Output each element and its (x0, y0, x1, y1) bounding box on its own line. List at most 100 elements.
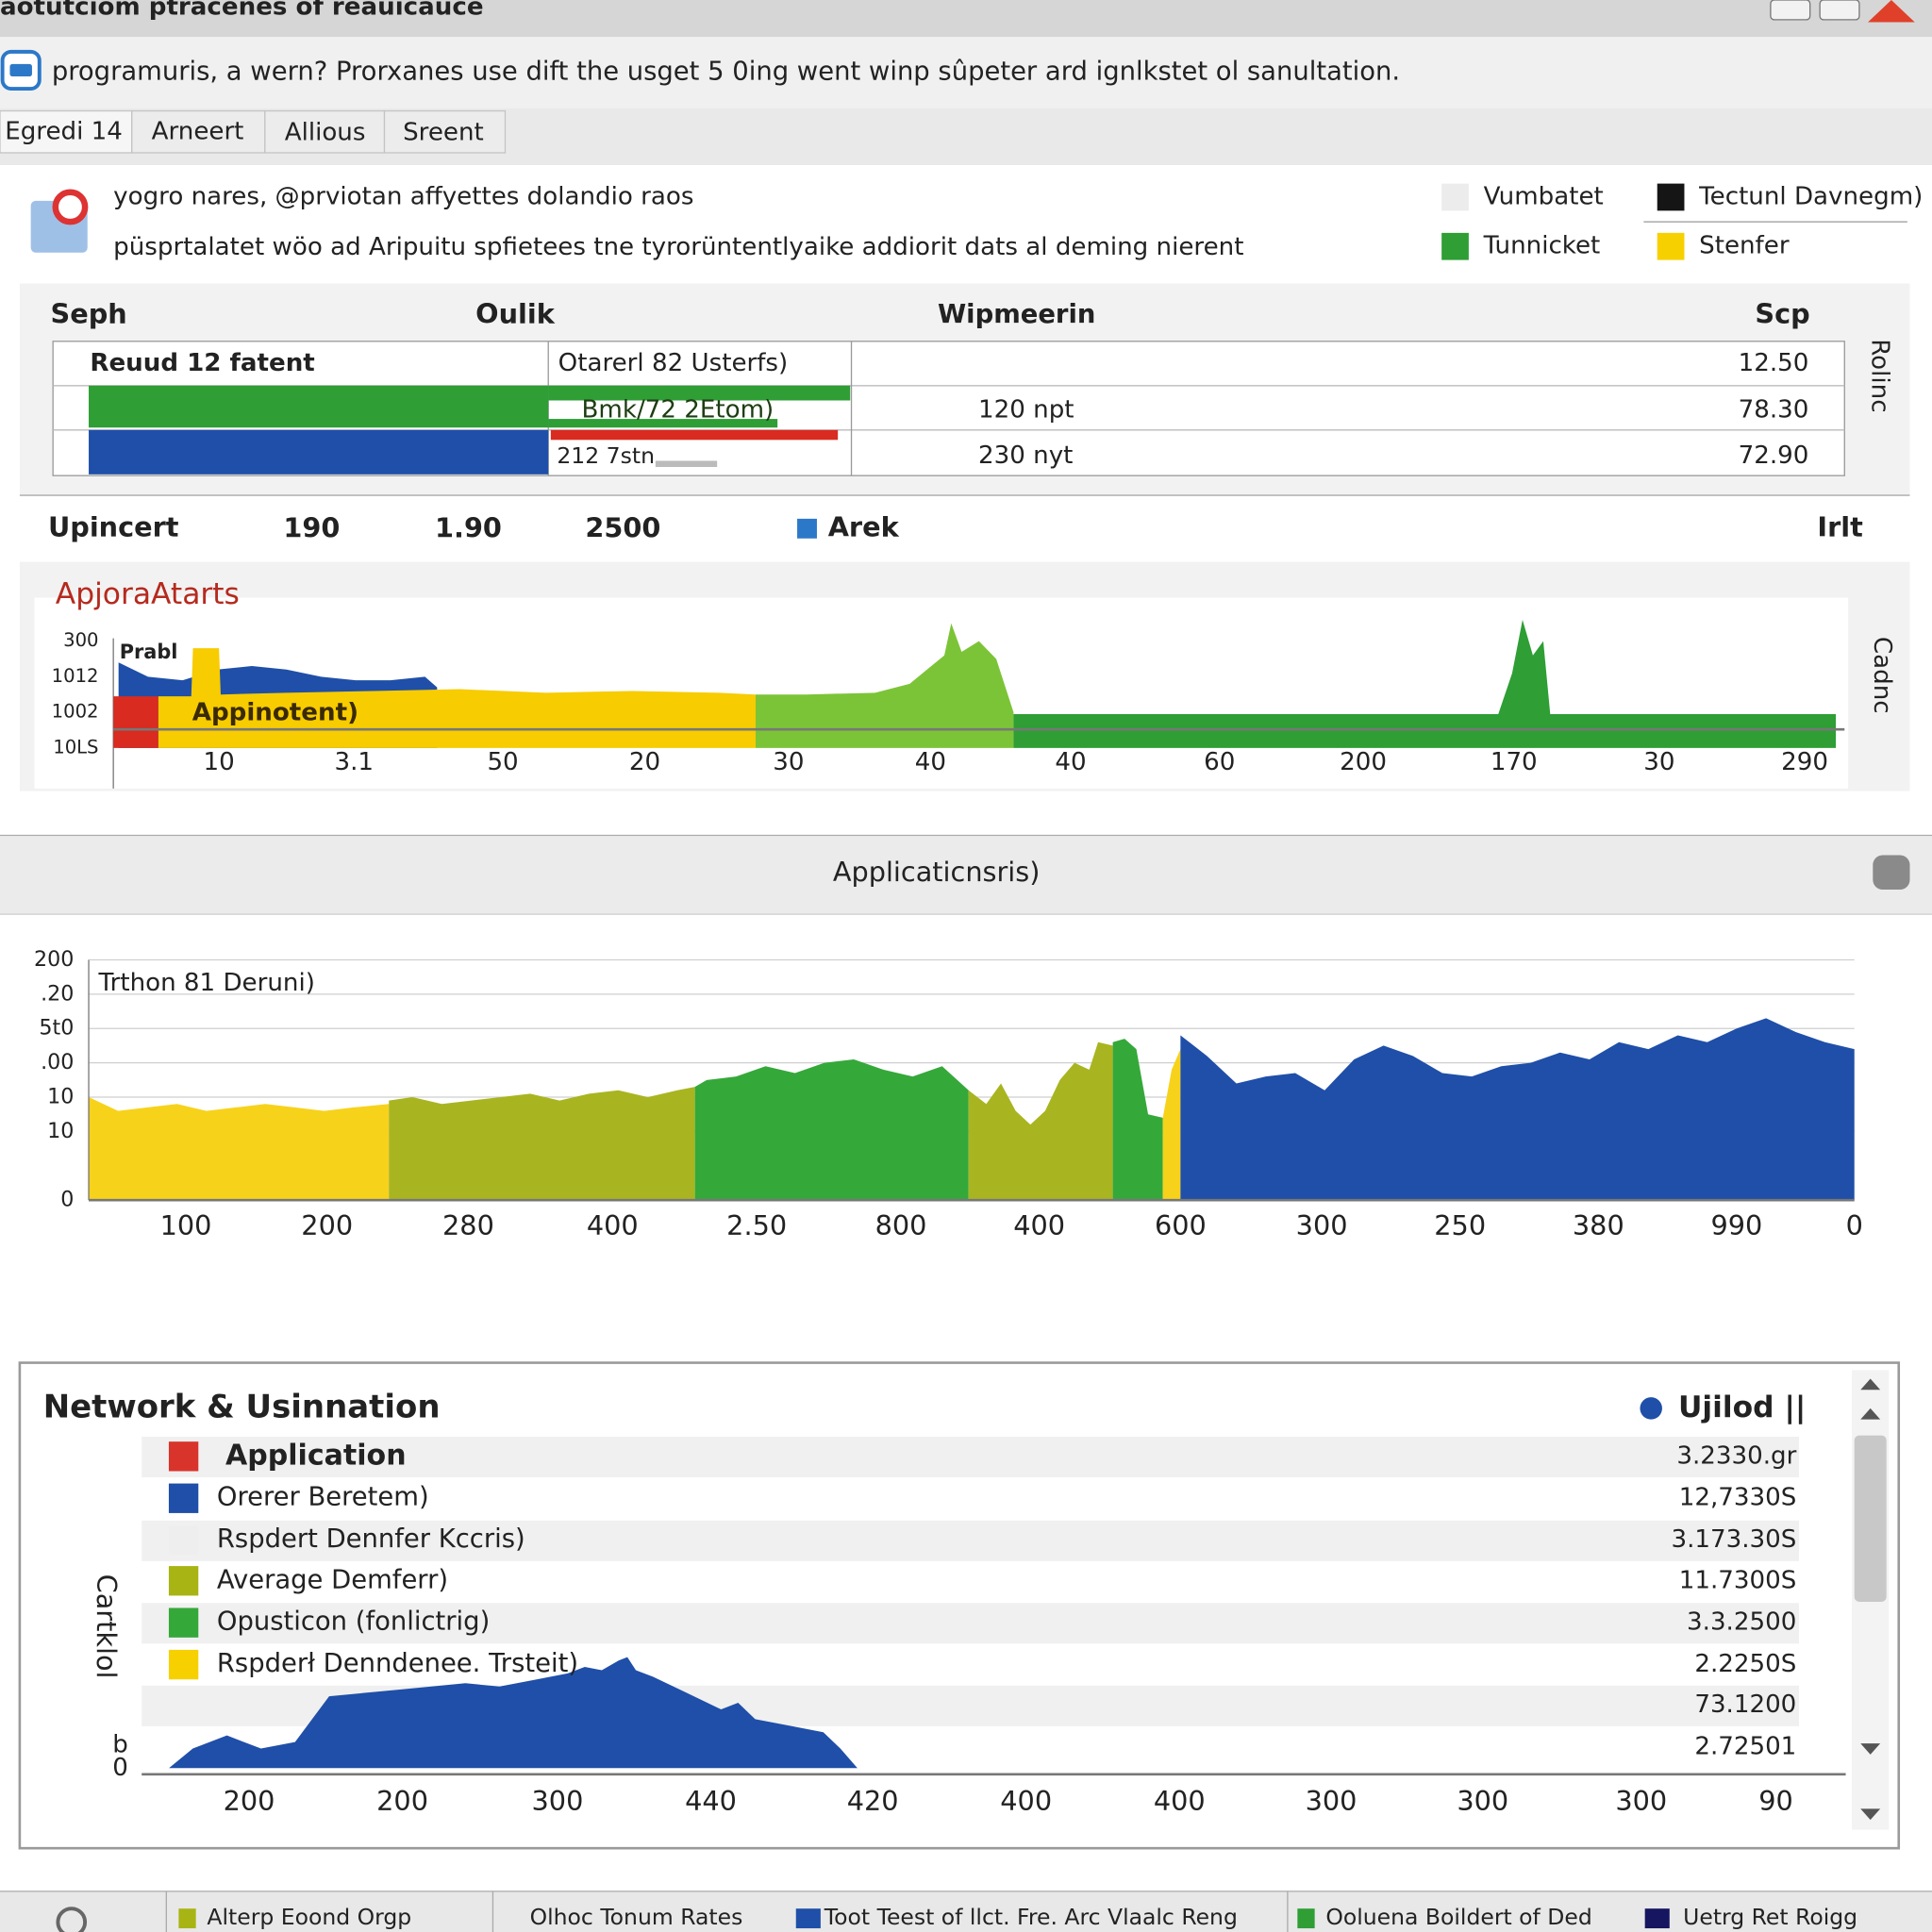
status-item[interactable]: Toot Teest of llct. Fre. Arc Vlaalc Reng (824, 1904, 1238, 1930)
window-title: aotutciom ptracenes of reauicauce (0, 0, 484, 21)
area (158, 648, 756, 748)
table-bar (550, 429, 839, 441)
scale-label: Upincert (48, 510, 179, 542)
x-tick-label: 300 (1457, 1785, 1508, 1817)
x-tick-label: 420 (847, 1785, 899, 1817)
area (755, 623, 1014, 748)
legend-row-bg (142, 1520, 1799, 1561)
section-button[interactable] (1873, 855, 1910, 891)
legend-value: 2.2250S (1694, 1650, 1796, 1678)
tab-label[interactable]: Egredi 14 (5, 117, 123, 145)
legend-label: Orerer Beretem) (217, 1483, 429, 1512)
table-cell: Reuud 12 fatent (90, 349, 314, 377)
y-axis-label: Cartklol (91, 1574, 123, 1679)
scale-legend: Arek (828, 510, 900, 542)
title-bar (0, 0, 1932, 38)
legend-value: 3.3.2500 (1687, 1608, 1796, 1637)
annotation: Prabl (120, 641, 178, 663)
x-tick-label: 40 (915, 748, 946, 776)
y-tick-label: 10LS (53, 736, 98, 758)
area (389, 1087, 695, 1201)
summary-line: püsprtalatet wöo ad Aripuitu spfietees t… (113, 233, 1243, 261)
y-tick-label: .00 (41, 1050, 74, 1074)
status-icon (1644, 1908, 1670, 1929)
x-tick-label: 30 (1643, 748, 1674, 776)
tab-label[interactable]: Sreent (403, 119, 484, 147)
section-header (0, 836, 1932, 915)
x-tick-label: 200 (1340, 748, 1387, 776)
legend-value: 12,7330S (1679, 1484, 1797, 1512)
tab-label[interactable]: Arneert (152, 117, 244, 145)
x-tick-label: 400 (1154, 1785, 1206, 1817)
x-tick-label: 60 (1204, 748, 1235, 776)
table-bar (548, 385, 851, 401)
tab[interactable] (131, 109, 266, 154)
x-tick-label: 200 (224, 1785, 275, 1817)
y-tick-label: 10 (47, 1119, 74, 1143)
legend-label: Average Demferr) (217, 1565, 448, 1594)
scroll-down[interactable] (1860, 1743, 1881, 1755)
status-icon (795, 1908, 821, 1929)
y-tick-label: 1012 (52, 665, 99, 687)
area (1180, 1018, 1855, 1201)
legend-label: Tectunl Davnegm) (1698, 182, 1923, 210)
x-tick-label: 200 (301, 1209, 353, 1241)
x-tick-label: 300 (1615, 1785, 1667, 1817)
legend-swatch (168, 1441, 199, 1472)
status-item[interactable]: Olhoc Tonum Rates (530, 1904, 743, 1930)
tab-label[interactable]: Allious (285, 119, 366, 147)
info-icon-inner (9, 63, 32, 76)
scrollbar-thumb[interactable] (1854, 1435, 1887, 1602)
y-tick-label: 300 (63, 629, 98, 651)
status-bar (0, 1890, 1932, 1932)
x-tick-label: 600 (1155, 1209, 1207, 1241)
legend-title: Ujilod || (1678, 1391, 1806, 1425)
tab[interactable] (0, 109, 133, 154)
table-cell: 72.90 (1739, 441, 1809, 470)
legend-dot (1640, 1397, 1662, 1420)
legend-swatch (1441, 232, 1469, 260)
tab[interactable] (383, 109, 507, 154)
x-tick-label: 400 (587, 1209, 639, 1241)
area (113, 696, 158, 748)
minimize-button[interactable] (1770, 0, 1811, 21)
x-tick-label: 2.50 (726, 1209, 787, 1241)
x-tick-label: 170 (1491, 748, 1538, 776)
legend-label: Application (225, 1439, 407, 1472)
scroll-up[interactable] (1860, 1407, 1881, 1420)
legend-swatch (168, 1524, 199, 1556)
x-tick-label: 30 (773, 748, 804, 776)
x-tick-label: 20 (629, 748, 660, 776)
x-tick-label: 40 (1055, 748, 1086, 776)
close-button[interactable] (1868, 0, 1915, 23)
x-tick-label: 50 (487, 748, 518, 776)
table-header: Wipmeerin (938, 300, 1095, 329)
y-tick-label: 10 (47, 1085, 74, 1109)
x-tick-label: 200 (376, 1785, 428, 1817)
x-tick-label: 400 (1000, 1785, 1052, 1817)
scale-right: Irlt (1817, 510, 1863, 542)
area (1162, 1049, 1181, 1201)
legend-value: 2.72501 (1694, 1733, 1796, 1761)
info-bar (0, 37, 1932, 108)
scroll-up[interactable] (1860, 1378, 1881, 1391)
area (1013, 619, 1837, 748)
area (89, 1097, 390, 1201)
x-tick-label: 380 (1573, 1209, 1624, 1241)
maximize-button[interactable] (1819, 0, 1860, 21)
legend-value: 73.1200 (1694, 1690, 1796, 1719)
summary-line: yogro nares, @prviotan affyettes dolandi… (113, 182, 693, 210)
area (968, 1041, 1113, 1201)
status-item[interactable]: Alterp Eoond Orgp (207, 1904, 411, 1930)
legend-swatch (1657, 183, 1685, 211)
scroll-down[interactable] (1860, 1808, 1881, 1821)
status-item[interactable]: Ooluena Boildert of Ded (1325, 1904, 1591, 1930)
chart-title: Network & Usinnation (43, 1388, 441, 1425)
status-icon (56, 1907, 88, 1932)
status-item[interactable]: Uetrg Ret Roigg (1683, 1904, 1857, 1930)
legend-swatch (168, 1649, 199, 1680)
x-tick-label: 100 (160, 1209, 212, 1241)
x-tick-label: 440 (685, 1785, 737, 1817)
legend-row-bg (142, 1436, 1799, 1478)
area (694, 1058, 969, 1201)
